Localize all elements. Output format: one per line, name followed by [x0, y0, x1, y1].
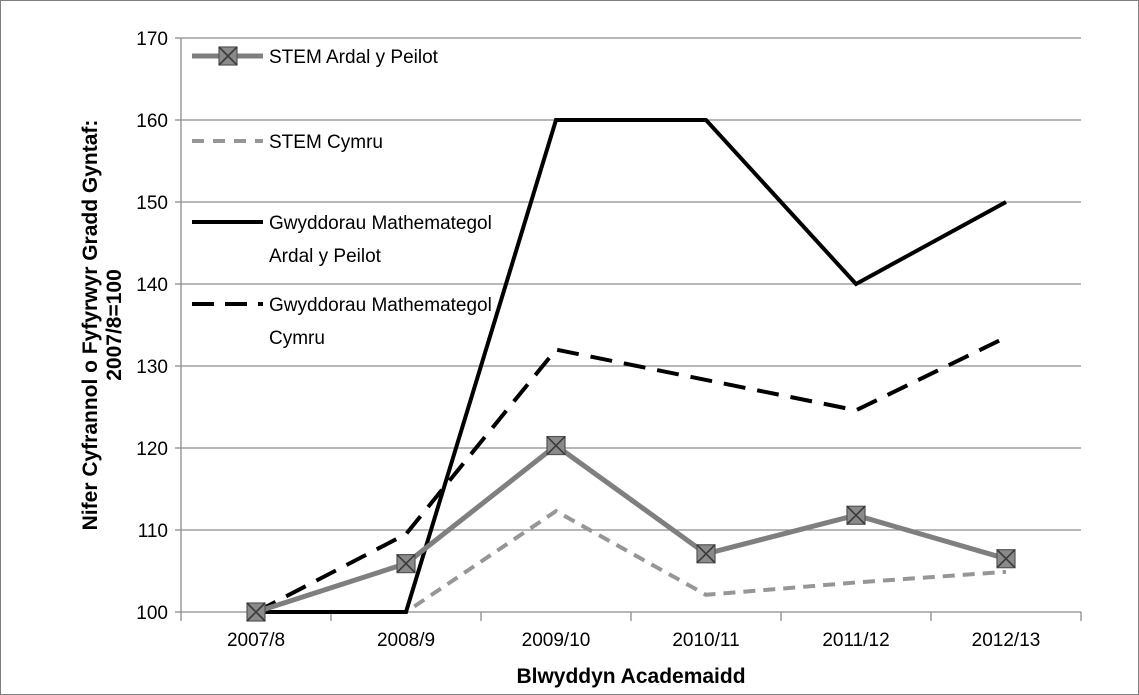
marker-cross	[546, 435, 566, 456]
legend-label-2: Ardal y Peilot	[269, 246, 382, 267]
data-point-marker	[846, 505, 866, 525]
x-axis-title: Blwyddyn Academaidd	[516, 665, 745, 688]
legend-marker	[218, 46, 238, 66]
legend-label-3: Cymru	[269, 328, 325, 349]
y-tick-label: 140	[136, 275, 168, 296]
legend: STEM Ardal y Peilot STEM Cymru Gwyddorau M…	[192, 46, 492, 349]
data-point-marker	[696, 544, 716, 564]
marker-cross	[996, 549, 1016, 569]
legend-label-3: Gwyddorau Mathemategol	[269, 295, 492, 316]
y-axis-title-line: Nifer Cyfrannol o Fyfyrwyr Gradd Gyntaf:	[79, 120, 102, 531]
marker-cross	[246, 602, 266, 622]
legend-label-0: STEM Ardal y Peilot	[269, 47, 439, 68]
y-tick-label: 130	[136, 357, 168, 378]
data-point-marker	[996, 549, 1016, 569]
series-line-0	[255, 442, 1007, 615]
marker-cross	[696, 544, 716, 564]
marker-cross	[846, 505, 866, 525]
x-tick-label: 2010/11	[672, 630, 739, 651]
series-line-2	[256, 118, 1007, 614]
gridlines	[181, 37, 1081, 531]
data-point-marker	[546, 435, 566, 456]
legend-label-2: Gwyddorau Mathemategol	[269, 213, 492, 234]
y-tick-label: 170	[136, 29, 168, 50]
y-tick-label: 100	[136, 603, 168, 624]
y-tick-label: 150	[136, 193, 168, 214]
y-axis-title-line: 2007/8=100	[103, 269, 126, 381]
x-tick-label: 2012/13	[972, 630, 1041, 651]
series-markers	[246, 435, 1016, 622]
series-lines	[255, 118, 1007, 615]
y-tick-label: 110	[138, 521, 168, 542]
y-tick-label: 120	[136, 439, 168, 460]
data-point-marker	[246, 602, 266, 622]
data-point-marker	[396, 554, 416, 574]
x-tick-label: 2008/9	[377, 630, 435, 651]
x-tick-label: 2007/8	[227, 630, 285, 651]
y-tick-label: 160	[136, 111, 168, 132]
x-tick-label: 2011/12	[822, 630, 889, 651]
series-line-3	[255, 335, 1007, 614]
x-tick-label: 2009/10	[522, 630, 591, 651]
marker-cross	[218, 46, 238, 66]
y-axis-title: Nifer Cyfrannol o Fyfyrwyr Gradd Gyntaf:…	[79, 120, 126, 531]
legend-label-1: STEM Cymru	[269, 132, 383, 153]
axes: 100 110 120 130 140 150 160 170 2007/8 2008/9 2009…	[136, 29, 1082, 651]
axis-labels: Blwyddyn Academaidd Nifer Cyfrannol o Fyf…	[79, 120, 746, 688]
marker-cross	[396, 554, 416, 574]
